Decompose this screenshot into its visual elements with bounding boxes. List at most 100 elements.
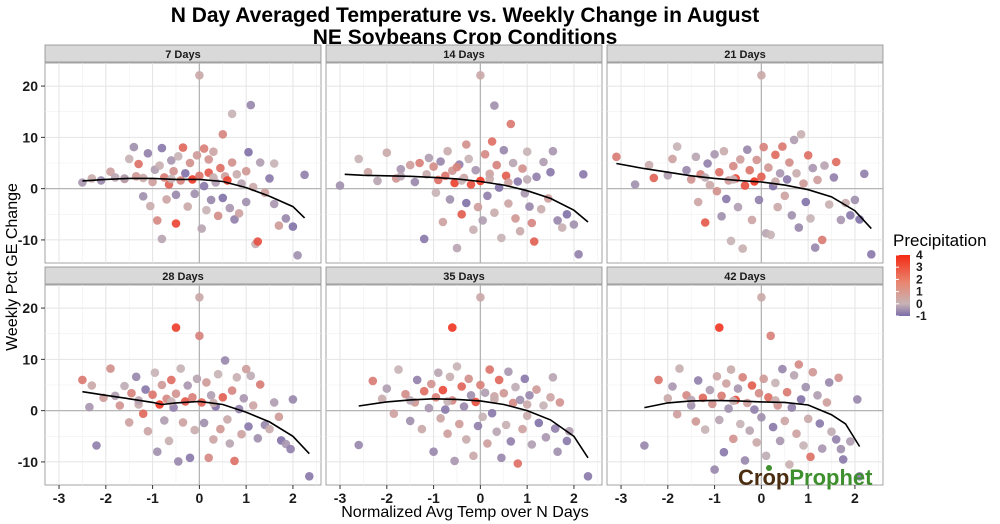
data-point: [722, 194, 731, 204]
data-point: [803, 414, 813, 424]
data-point: [494, 375, 504, 385]
data-point: [148, 390, 157, 400]
data-point: [780, 191, 790, 201]
data-point: [476, 71, 485, 80]
data-point: [691, 152, 701, 162]
data-point: [246, 100, 256, 110]
data-point: [269, 199, 279, 209]
data-point: [722, 379, 731, 388]
data-point: [511, 214, 520, 223]
data-point: [504, 178, 513, 187]
data-point: [239, 394, 249, 403]
data-point: [529, 237, 539, 246]
data-point: [429, 447, 438, 457]
data-point: [846, 437, 855, 446]
trend-line: [644, 399, 861, 447]
data-point: [757, 293, 766, 302]
data-point: [562, 436, 572, 446]
data-point: [143, 426, 153, 436]
data-point: [747, 381, 757, 390]
data-point: [778, 364, 787, 374]
data-point: [206, 195, 216, 205]
data-point: [497, 453, 506, 463]
data-point: [445, 372, 455, 382]
data-point: [209, 173, 218, 182]
data-point: [522, 147, 532, 156]
data-point: [836, 215, 846, 225]
data-point: [553, 216, 562, 225]
data-point: [181, 169, 190, 178]
data-point: [171, 219, 181, 228]
data-point: [368, 376, 378, 386]
facet-panels: 7 Days 14 Days 21 Days 28 Days 35 Days 42 Day…: [44, 44, 884, 486]
data-point: [335, 181, 345, 190]
data-point: [129, 142, 139, 152]
data-point: [464, 374, 474, 384]
data-point: [712, 186, 722, 196]
data-point: [436, 157, 445, 166]
data-point: [164, 436, 174, 446]
data-point: [806, 214, 815, 223]
data-point: [288, 222, 298, 231]
x-axis-ticks: -3 -2 -1 0 1 2 -3 -2 -1 0 1 2 -3 -2 -1 0 1 2: [53, 485, 859, 506]
data-point: [824, 200, 834, 209]
data-point: [405, 416, 415, 426]
data-point: [253, 237, 263, 246]
data-point: [167, 156, 176, 165]
data-point: [183, 381, 192, 390]
data-point: [232, 170, 242, 179]
data-point: [483, 191, 492, 201]
data-point: [373, 176, 382, 186]
data-point: [853, 395, 862, 404]
data-point: [820, 161, 829, 170]
data-point: [185, 158, 195, 168]
data-point: [693, 197, 703, 207]
data-point: [668, 154, 677, 164]
data-point: [736, 419, 745, 429]
data-point: [754, 195, 764, 205]
data-point: [209, 147, 218, 156]
data-point: [487, 408, 497, 418]
legend-label: 1: [916, 285, 923, 299]
panel-strip: [44, 44, 322, 63]
data-point: [157, 380, 167, 390]
data-point: [412, 375, 422, 385]
data-point: [743, 145, 752, 154]
data-point: [410, 177, 420, 187]
data-point: [703, 159, 712, 168]
data-point: [241, 166, 251, 176]
data-point: [719, 447, 729, 457]
data-point: [288, 395, 298, 404]
data-point: [190, 189, 199, 199]
data-point: [471, 165, 481, 175]
data-point: [715, 323, 724, 332]
x-tick-label: 2: [570, 490, 578, 506]
data-point: [185, 453, 195, 463]
data-point: [794, 360, 804, 369]
data-point: [752, 155, 761, 165]
data-point: [764, 163, 773, 172]
data-point: [757, 413, 766, 422]
data-point: [199, 144, 209, 153]
data-point: [225, 203, 235, 213]
data-point: [743, 398, 752, 408]
data-point: [525, 202, 534, 211]
data-point: [431, 188, 441, 197]
data-point: [740, 456, 750, 465]
data-point: [525, 391, 534, 400]
facet-panel: 21 Days: [606, 44, 884, 264]
trend-line: [344, 173, 589, 223]
data-point: [513, 459, 523, 468]
data-point: [443, 429, 452, 439]
data-point: [831, 157, 841, 167]
data-point: [209, 435, 218, 444]
data-point: [227, 158, 237, 167]
data-point: [436, 414, 445, 423]
data-point: [492, 427, 502, 437]
data-point: [171, 389, 181, 399]
data-point: [206, 391, 216, 400]
y-tick-label: 20: [22, 300, 38, 316]
data-point: [171, 190, 181, 200]
